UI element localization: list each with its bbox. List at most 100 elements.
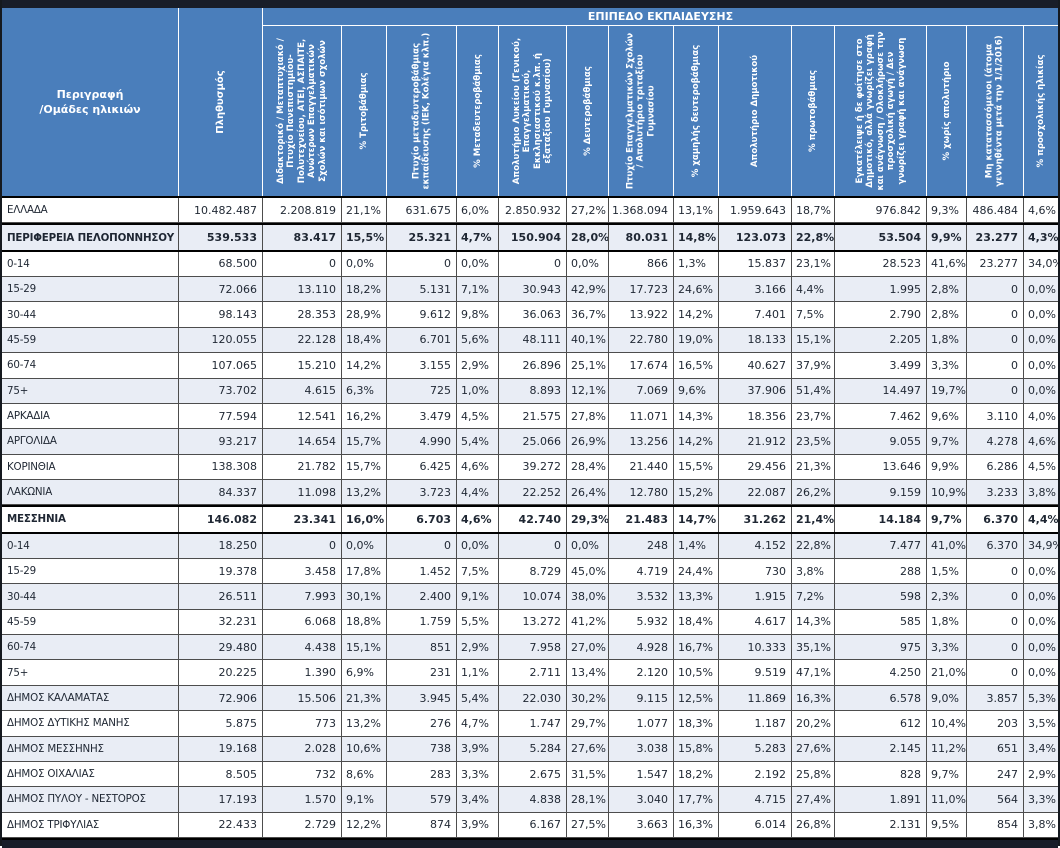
table-row: 0-14 68.500 0 0,0% 0 0,0% 0 0,0% 866 1,3% 15.837 23… [2,251,1058,278]
table-cell: 27,2% [567,198,609,223]
table-cell: 7,5% [792,302,835,327]
table-row: 75+ 73.702 4.615 6,3% 725 1,0% 8.893 12,1% 7.069… [2,378,1058,404]
row-label: 15-29 [2,277,179,302]
table-cell: 72.066 [179,277,263,302]
table-cell: 0 [263,251,342,277]
table-cell: 14,2% [674,302,719,327]
table-cell: 3,8% [1028,485,1056,499]
table-cell: 598 [835,584,927,609]
table-cell: 3.458 [263,559,342,584]
column-header-label: Εγκατέλειψε ή δε φοίτησε στο Δημοτικό, α… [854,31,907,191]
table-cell: 22.030 [499,685,567,711]
table-cell: 24,6% [674,277,719,302]
table-cell: 2,9% [457,353,499,378]
table-cell: 14,2% [674,429,719,454]
table-cell: 8.893 [499,378,567,403]
table-cell: 17,7% [674,787,719,812]
table-cell: 0 [967,635,1024,660]
column-header: Πτυχίο μεταδευτεροβάθμιας εκπαίδευσης (Ι… [387,26,457,196]
table-cell: 10,9% [927,479,967,505]
table-cell: 22.087 [719,479,792,505]
table-cell: 9,9% [927,225,967,250]
table-cell: 6.370 [967,533,1024,559]
column-header: % Τριτοβάθμιας [342,26,387,196]
table-cell: 21.440 [609,454,674,479]
table-cell: 0 [967,378,1024,403]
table-cell: 0 [499,533,567,559]
table-cell: 612 [835,711,927,736]
table-cell: 0,0% [567,251,609,277]
table-cell: 37.906 [719,378,792,403]
table-cell: 4.615 [263,378,342,403]
table-cell: 19.378 [179,559,263,584]
table-row: ΕΛΛΑΔΑ 10.482.487 2.208.819 21,1% 631.675 6,0… [2,198,1058,224]
table-cell: 17.723 [609,277,674,302]
bottom-border-band [2,838,1058,848]
table-cell: 2.711 [499,660,567,685]
table-cell: 13,2% [342,479,387,505]
table-cell: 3.166 [719,277,792,302]
table-cell: 29,7% [567,711,609,736]
row-label: 75+ [2,378,179,403]
table-cell: 0,0% [457,251,499,277]
table-cell: 1,4% [674,533,719,559]
table-cell: 3,9% [457,736,499,761]
table-cell: 17.193 [179,787,263,812]
table-cell: 0,0% [1028,590,1056,604]
table-cell: 3,4% [457,787,499,812]
table-cell: 41,0% [927,533,967,559]
table-cell: 7.401 [719,302,792,327]
table-cell: 21,3% [342,685,387,711]
table-cell: 288 [835,559,927,584]
row-label: 45-59 [2,327,179,353]
table-cell: 4.152 [719,533,792,559]
table-cell: 18,3% [674,711,719,736]
table-cell: 2.850.932 [499,198,567,223]
table-cell: 6.701 [387,327,457,353]
table-cell: 3.110 [967,403,1024,429]
table-cell: 4.715 [719,787,792,812]
table-cell: 7,1% [457,277,499,302]
table-cell: 725 [387,378,457,403]
table-cell: 25,8% [792,761,835,787]
row-label: 30-44 [2,584,179,609]
table-cell: 2.208.819 [263,198,342,223]
table-cell: 0 [967,302,1024,327]
table-cell: 3,3% [1028,792,1056,806]
table-cell: 41,2% [567,609,609,635]
table-cell: 6.286 [967,454,1024,479]
table-cell: 80.031 [609,225,674,250]
row-label: ΠΕΡΙΦΕΡΕΙΑ ΠΕΛΟΠΟΝΝΗΣΟΥ [2,225,179,250]
table-cell: 30,1% [342,584,387,609]
table-cell: 13,1% [674,198,719,223]
table-cell: 42,9% [567,277,609,302]
table-cell: 25.066 [499,429,567,454]
table-cell: 13,4% [567,660,609,685]
table-cell: 18,4% [342,327,387,353]
column-header-label: % Μεταδευτεροβάθμιας [472,54,483,168]
table-cell: 9.055 [835,429,927,454]
table-cell: 12,2% [342,812,387,837]
table-cell: 0,0% [1028,308,1056,322]
top-border-band [2,0,1058,8]
row-label: ΔΗΜΟΣ ΠΥΛΟΥ - ΝΕΣΤΟΡΟΣ [2,787,179,812]
table-cell: 5,5% [457,609,499,635]
table-cell: 0 [263,533,342,559]
table-cell: 25,1% [567,353,609,378]
table-cell: 2.400 [387,584,457,609]
column-header: Μη κατατασσόμενοι (άτομα γεννηθέντα μετά… [967,26,1024,196]
table-cell: 13.922 [609,302,674,327]
table-cell: 11,0% [927,787,967,812]
table-cell: 0 [967,277,1024,302]
column-header-population-label: Πληθυσμός [214,70,226,134]
table-cell: 21.782 [263,454,342,479]
table-cell: 15,7% [342,429,387,454]
row-label: 60-74 [2,635,179,660]
table-cell: 4,6% [457,507,499,532]
table-cell: 48.111 [499,327,567,353]
table-row: ΔΗΜΟΣ ΔΥΤΙΚΗΣ ΜΑΝΗΣ 5.875 773 13,2% 276 4,7% 1… [2,711,1058,737]
table-cell: 27,8% [567,403,609,429]
table-cell: 0,0% [1028,640,1056,654]
table-cell: 10,6% [342,736,387,761]
table-cell: 17.674 [609,353,674,378]
